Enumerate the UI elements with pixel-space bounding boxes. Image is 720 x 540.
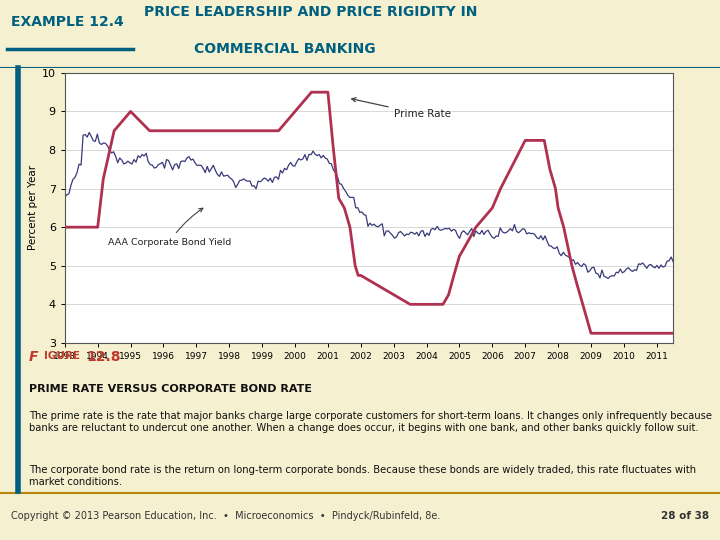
Text: PRIME RATE VERSUS CORPORATE BOND RATE: PRIME RATE VERSUS CORPORATE BOND RATE <box>29 383 312 394</box>
Text: Copyright © 2013 Pearson Education, Inc.  •  Microeconomics  •  Pindyck/Rubinfel: Copyright © 2013 Pearson Education, Inc.… <box>11 511 440 521</box>
Text: COMMERCIAL BANKING: COMMERCIAL BANKING <box>194 42 376 56</box>
Y-axis label: Percent per Year: Percent per Year <box>27 165 37 251</box>
Text: The prime rate is the rate that major banks charge large corporate customers for: The prime rate is the rate that major ba… <box>29 411 712 433</box>
Text: Prime Rate: Prime Rate <box>351 98 451 119</box>
Text: F: F <box>29 350 38 364</box>
Text: The corporate bond rate is the return on long-term corporate bonds. Because thes: The corporate bond rate is the return on… <box>29 465 696 487</box>
Text: PRICE LEADERSHIP AND PRICE RIGIDITY IN: PRICE LEADERSHIP AND PRICE RIGIDITY IN <box>144 5 477 19</box>
Text: EXAMPLE 12.4: EXAMPLE 12.4 <box>11 15 124 29</box>
Text: IGURE: IGURE <box>44 352 80 361</box>
Text: AAA Corporate Bond Yield: AAA Corporate Bond Yield <box>107 208 231 247</box>
Text: 12.8: 12.8 <box>86 350 121 364</box>
Text: 28 of 38: 28 of 38 <box>661 511 709 521</box>
